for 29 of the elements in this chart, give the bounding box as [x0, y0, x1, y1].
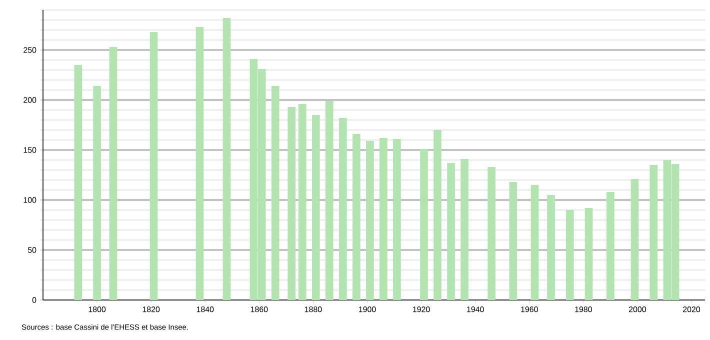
bar	[420, 149, 428, 300]
bar	[566, 210, 574, 300]
bar	[434, 130, 442, 300]
bar	[93, 86, 101, 300]
bar	[352, 134, 360, 300]
bar	[222, 18, 231, 300]
bar	[393, 139, 401, 300]
bar	[584, 208, 593, 300]
bar	[271, 86, 280, 300]
bar	[447, 163, 455, 300]
bar	[288, 107, 296, 300]
bar	[509, 182, 518, 300]
bar	[606, 192, 614, 300]
bar	[326, 101, 334, 300]
bar	[196, 27, 204, 300]
bar	[380, 138, 388, 300]
bar	[650, 165, 658, 300]
bar	[109, 47, 118, 300]
bar	[488, 167, 496, 300]
bar	[74, 65, 82, 300]
bar	[339, 118, 347, 300]
bar	[312, 115, 320, 300]
bar	[298, 104, 306, 300]
bar	[547, 195, 555, 300]
bar	[150, 32, 158, 300]
bar	[366, 141, 374, 300]
bar	[630, 179, 639, 300]
bar	[530, 185, 539, 300]
bar	[460, 159, 468, 300]
